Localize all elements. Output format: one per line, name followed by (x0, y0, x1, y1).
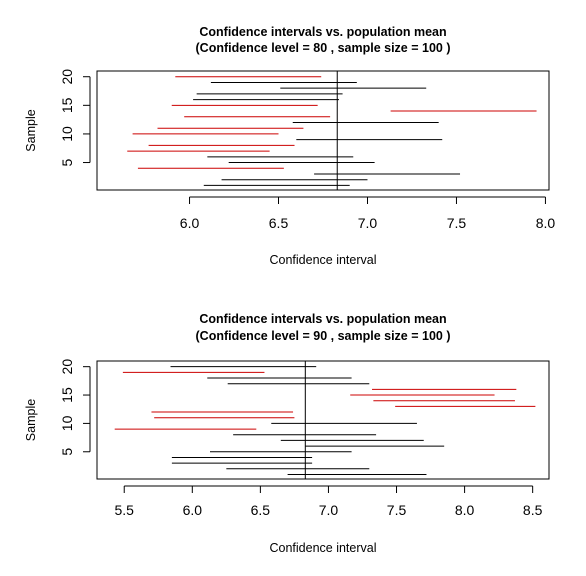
x-tick-label: 7.5 (447, 215, 467, 231)
plot-frame (96, 70, 550, 191)
x-tick-label: 6.0 (183, 502, 203, 518)
y-axis-label: Sample (24, 109, 38, 151)
chart-panel-top: Confidence intervals vs. population mean… (24, 25, 555, 267)
chart-title: Confidence intervals vs. population mean (199, 25, 446, 39)
x-tick-label: 6.5 (269, 215, 289, 231)
x-tick-label: 8.5 (523, 502, 543, 518)
plot-frame (96, 360, 550, 480)
y-tick-label: 20 (59, 69, 75, 85)
x-tick-label: 6.0 (180, 215, 200, 231)
x-axis-label: Confidence interval (269, 541, 376, 555)
y-axis-label: Sample (24, 399, 38, 441)
y-tick-label: 10 (59, 415, 75, 431)
x-tick-label: 8.0 (455, 502, 475, 518)
y-tick-label: 5 (59, 448, 75, 456)
x-tick-label: 8.0 (536, 215, 556, 231)
y-tick-label: 20 (59, 359, 75, 375)
x-tick-label: 7.5 (387, 502, 407, 518)
chart-panel-bottom: Confidence intervals vs. population mean… (24, 312, 550, 555)
chart-subtitle: (Confidence level = 90 , sample size = 1… (196, 329, 451, 343)
x-tick-label: 7.0 (358, 215, 378, 231)
y-tick-label: 15 (59, 97, 75, 113)
y-tick-label: 15 (59, 387, 75, 403)
x-axis-label: Confidence interval (269, 253, 376, 267)
chart-title: Confidence intervals vs. population mean (199, 312, 446, 326)
y-tick-label: 10 (59, 126, 75, 142)
x-tick-label: 5.5 (114, 502, 134, 518)
x-tick-label: 6.5 (251, 502, 271, 518)
chart-subtitle: (Confidence level = 80 , sample size = 1… (196, 41, 451, 55)
x-tick-label: 7.0 (319, 502, 339, 518)
y-tick-label: 5 (59, 158, 75, 166)
